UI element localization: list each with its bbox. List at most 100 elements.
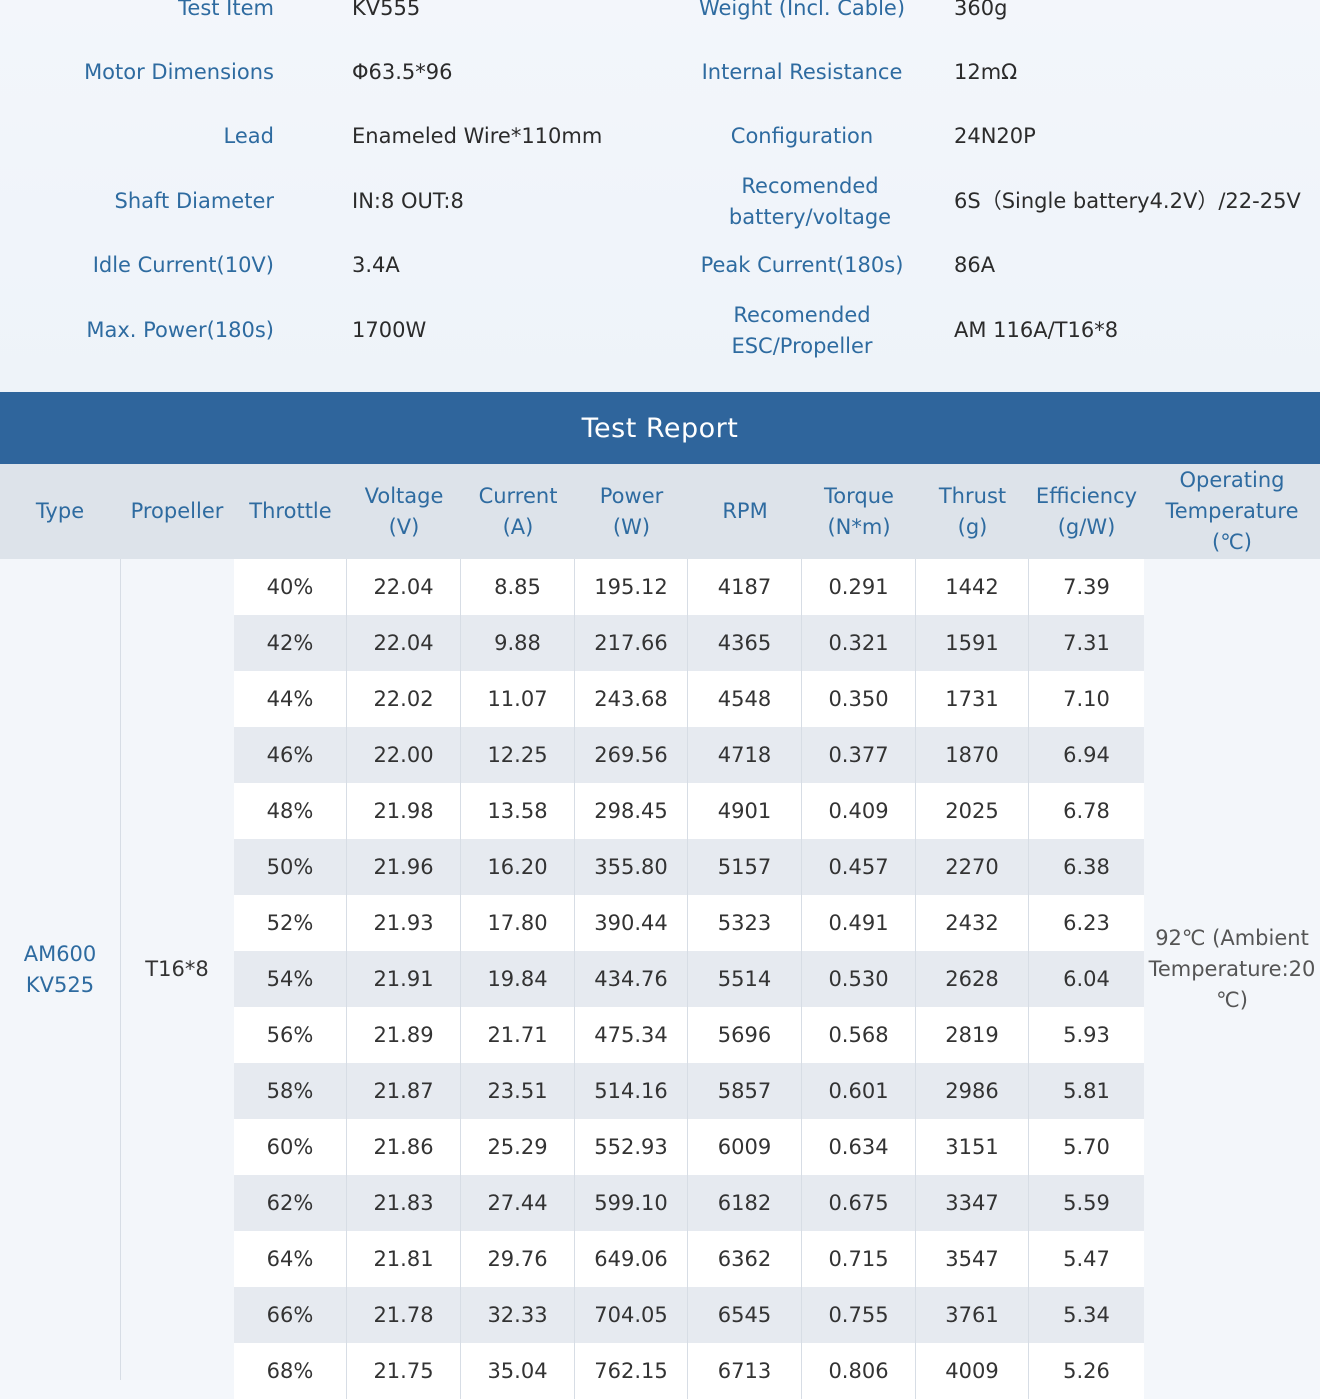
cell-torque: 0.350 bbox=[802, 671, 916, 727]
cell-throttle: 44% bbox=[234, 671, 347, 727]
cell-throttle: 50% bbox=[234, 839, 347, 895]
table-row: 62% 21.83 27.44 599.10 6182 0.675 3347 5.59 bbox=[234, 1175, 1144, 1231]
header-torque: Torque (N*m) bbox=[824, 483, 894, 539]
cell-throttle: 58% bbox=[234, 1063, 347, 1119]
table-row: 54% 21.91 19.84 434.76 5514 0.530 2628 6.04 bbox=[234, 951, 1144, 1007]
table-row: 66% 21.78 32.33 704.05 6545 0.755 3761 5.34 bbox=[234, 1287, 1144, 1343]
cell-voltage: 21.87 bbox=[347, 1063, 461, 1119]
cell-efficiency: 5.81 bbox=[1063, 1079, 1110, 1103]
header-efficiency: Efficiency (g/W) bbox=[1035, 483, 1138, 539]
table-row: 40% 22.04 8.85 195.12 4187 0.291 1442 7.39 bbox=[234, 559, 1144, 615]
cell-rpm: 4901 bbox=[688, 783, 802, 839]
cell-throttle: 66% bbox=[234, 1287, 347, 1343]
cell-rpm: 6713 bbox=[688, 1343, 802, 1399]
spec-label-weight: Weight (Incl. Cable) bbox=[698, 0, 906, 20]
cell-current: 13.58 bbox=[461, 783, 575, 839]
cell-power: 475.34 bbox=[575, 1007, 688, 1063]
spec-value-idle-current: 3.4A bbox=[352, 253, 400, 277]
cell-thrust: 1870 bbox=[916, 727, 1029, 783]
spec-value-internal-resistance: 12mΩ bbox=[954, 60, 1018, 84]
cell-power: 599.10 bbox=[575, 1175, 688, 1231]
cell-voltage: 21.96 bbox=[347, 839, 461, 895]
spec-label-motor-dimensions: Motor Dimensions bbox=[84, 60, 274, 84]
cell-throttle: 62% bbox=[234, 1175, 347, 1231]
cell-current: 8.85 bbox=[461, 559, 575, 615]
cell-voltage: 22.04 bbox=[347, 615, 461, 671]
spec-label-idle-current: Idle Current(10V) bbox=[92, 253, 274, 277]
cell-rpm: 4365 bbox=[688, 615, 802, 671]
cell-thrust: 2819 bbox=[916, 1007, 1029, 1063]
table-row: 44% 22.02 11.07 243.68 4548 0.350 1731 7.10 bbox=[234, 671, 1144, 727]
cell-power: 298.45 bbox=[575, 783, 688, 839]
cell-current: 16.20 bbox=[461, 839, 575, 895]
spec-value-esc-propeller: AM 116A/T16*8 bbox=[954, 318, 1119, 342]
cell-throttle: 60% bbox=[234, 1119, 347, 1175]
cell-thrust: 2986 bbox=[916, 1063, 1029, 1119]
cell-efficiency: 5.59 bbox=[1063, 1191, 1110, 1215]
column-divider bbox=[120, 559, 121, 1380]
cell-current: 35.04 bbox=[461, 1343, 575, 1399]
cell-efficiency: 7.31 bbox=[1063, 631, 1110, 655]
cell-efficiency: 6.94 bbox=[1063, 743, 1110, 767]
cell-power: 552.93 bbox=[575, 1119, 688, 1175]
cell-efficiency: 6.78 bbox=[1063, 799, 1110, 823]
cell-rpm: 4187 bbox=[688, 559, 802, 615]
cell-rpm: 5857 bbox=[688, 1063, 802, 1119]
cell-efficiency: 6.23 bbox=[1063, 911, 1110, 935]
cell-efficiency: 7.10 bbox=[1063, 687, 1110, 711]
table-row: 64% 21.81 29.76 649.06 6362 0.715 3547 5.47 bbox=[234, 1231, 1144, 1287]
cell-voltage: 21.75 bbox=[347, 1343, 461, 1399]
cell-throttle: 68% bbox=[234, 1343, 347, 1399]
cell-power: 704.05 bbox=[575, 1287, 688, 1343]
cell-voltage: 21.98 bbox=[347, 783, 461, 839]
cell-current: 17.80 bbox=[461, 895, 575, 951]
cell-throttle: 52% bbox=[234, 895, 347, 951]
cell-current: 25.29 bbox=[461, 1119, 575, 1175]
header-type: Type bbox=[35, 499, 85, 523]
cell-thrust: 2270 bbox=[916, 839, 1029, 895]
cell-power: 355.80 bbox=[575, 839, 688, 895]
table-row: 60% 21.86 25.29 552.93 6009 0.634 3151 5.70 bbox=[234, 1119, 1144, 1175]
cell-torque: 0.457 bbox=[802, 839, 916, 895]
cell-current: 11.07 bbox=[461, 671, 575, 727]
spec-label-test-item: Test Item bbox=[178, 0, 274, 20]
cell-current: 9.88 bbox=[461, 615, 575, 671]
table-row: 46% 22.00 12.25 269.56 4718 0.377 1870 6.94 bbox=[234, 727, 1144, 783]
cell-rpm: 4718 bbox=[688, 727, 802, 783]
table-row: 48% 21.98 13.58 298.45 4901 0.409 2025 6.78 bbox=[234, 783, 1144, 839]
temperature-cell: 92℃ (Ambient Temperature:20 ℃) bbox=[1144, 559, 1320, 1380]
cell-efficiency: 5.93 bbox=[1063, 1023, 1110, 1047]
cell-throttle: 56% bbox=[234, 1007, 347, 1063]
spec-label-shaft-diameter: Shaft Diameter bbox=[114, 189, 274, 213]
cell-current: 27.44 bbox=[461, 1175, 575, 1231]
header-propeller: Propeller bbox=[130, 499, 224, 523]
cell-thrust: 3761 bbox=[916, 1287, 1029, 1343]
cell-torque: 0.321 bbox=[802, 615, 916, 671]
cell-rpm: 6182 bbox=[688, 1175, 802, 1231]
cell-thrust: 3151 bbox=[916, 1119, 1029, 1175]
header-voltage: Voltage (V) bbox=[364, 483, 444, 539]
spec-value-shaft-diameter: IN:8 OUT:8 bbox=[352, 189, 464, 213]
spec-label-internal-resistance: Internal Resistance bbox=[701, 60, 903, 84]
spec-label-max-power: Max. Power(180s) bbox=[86, 318, 274, 342]
test-report-title: Test Report bbox=[581, 412, 739, 444]
cell-rpm: 5696 bbox=[688, 1007, 802, 1063]
spec-value-configuration: 24N20P bbox=[954, 124, 1036, 148]
cell-torque: 0.806 bbox=[802, 1343, 916, 1399]
table-body: AM600 KV525 T16*8 92℃ (Ambient Temperatu… bbox=[0, 559, 1320, 1399]
cell-rpm: 4548 bbox=[688, 671, 802, 727]
spec-value-max-power: 1700W bbox=[352, 318, 427, 342]
cell-torque: 0.634 bbox=[802, 1119, 916, 1175]
spec-value-test-item: KV555 bbox=[352, 0, 421, 20]
spec-label-lead: Lead bbox=[223, 124, 274, 148]
cell-voltage: 21.91 bbox=[347, 951, 461, 1007]
cell-current: 21.71 bbox=[461, 1007, 575, 1063]
table-header: Type Propeller Throttle Voltage (V) Curr… bbox=[0, 464, 1320, 559]
cell-throttle: 42% bbox=[234, 615, 347, 671]
propeller-cell: T16*8 bbox=[120, 559, 234, 1380]
cell-current: 23.51 bbox=[461, 1063, 575, 1119]
header-thrust: Thrust (g) bbox=[938, 483, 1007, 539]
cell-voltage: 22.04 bbox=[347, 559, 461, 615]
cell-rpm: 5514 bbox=[688, 951, 802, 1007]
table-row: 56% 21.89 21.71 475.34 5696 0.568 2819 5.93 bbox=[234, 1007, 1144, 1063]
